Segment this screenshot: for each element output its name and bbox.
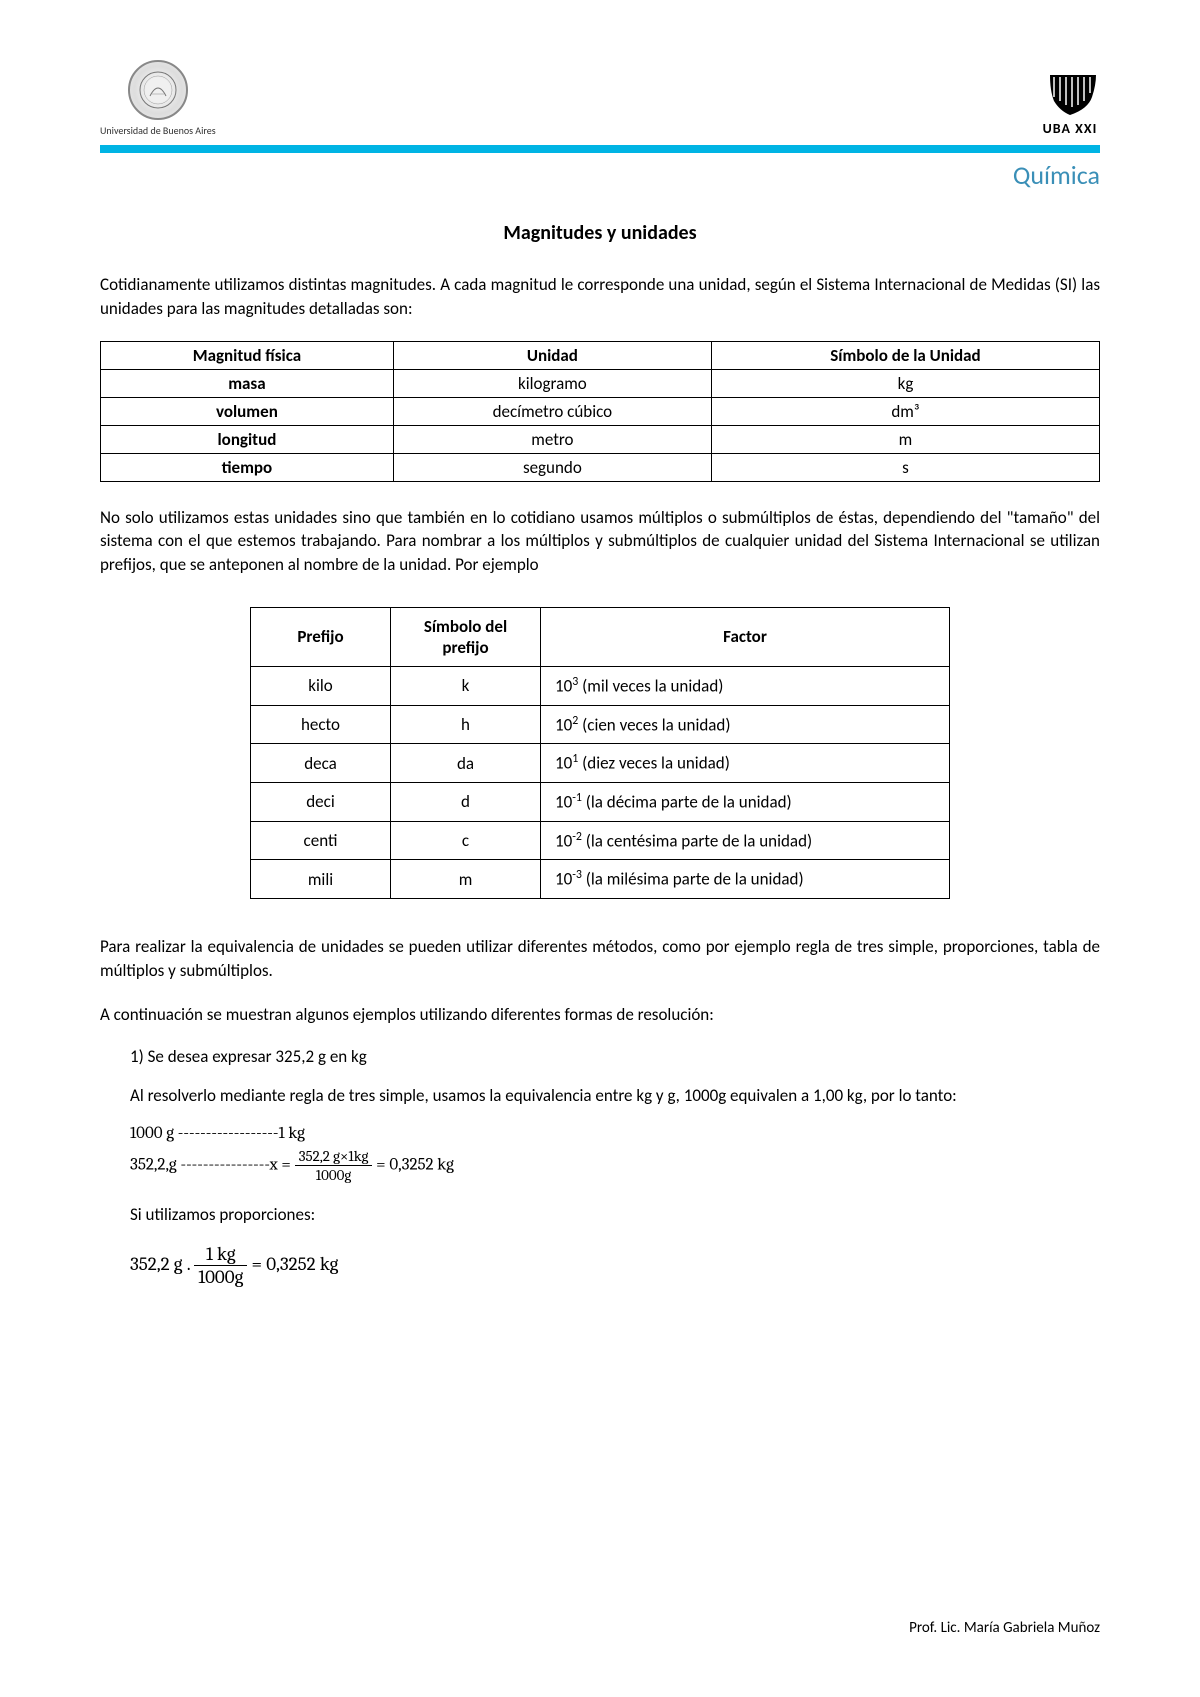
example-1-text: Al resolverlo mediante regla de tres sim… [130,1085,1100,1106]
symbol-cell: da [391,744,541,783]
table-cell: kg [711,369,1099,397]
table-row: longitudmetrom [101,425,1100,453]
table-cell: kilogramo [393,369,711,397]
factor-cell: 103 (mil veces la unidad) [541,666,950,705]
symbol-cell: k [391,666,541,705]
table-row: decada101 (diez veces la unidad) [251,744,950,783]
table-cell: metro [393,425,711,453]
methods-paragraph: Para realizar la equivalencia de unidade… [100,935,1100,983]
intro-paragraph: Cotidianamente utilizamos distintas magn… [100,273,1100,321]
equation-proportion: 352,2 g . 1 kg1000g = 0,3252 kg [130,1243,1100,1288]
prefix-cell: centi [251,821,391,860]
uba-logo: Universidad de Buenos Aires [100,60,216,137]
table1-header: Símbolo de la Unidad [711,341,1099,369]
uba-xxi-label: UBA XXI [1043,120,1098,137]
prefix-cell: deca [251,744,391,783]
magnitudes-table: Magnitud física Unidad Símbolo de la Uni… [100,341,1100,482]
table2-header: Factor [541,607,950,666]
table-row: decid10-1 (la décima parte de la unidad) [251,782,950,821]
table-cell: dm³ [711,397,1099,425]
table-row: centic10-2 (la centésima parte de la uni… [251,821,950,860]
header-bar [100,145,1100,153]
example-1-title: 1) Se desea expresar 325,2 g en kg [130,1046,1100,1067]
uba-xxi-icon [1040,73,1100,118]
uba-label: Universidad de Buenos Aires [100,124,216,137]
table-cell: decímetro cúbico [393,397,711,425]
table-cell: m [711,425,1099,453]
symbol-cell: c [391,821,541,860]
prefixes-table: Prefijo Símbolo del prefijo Factor kilok… [250,607,950,899]
uba-seal-icon [128,60,188,120]
symbol-cell: h [391,705,541,744]
footer-author: Prof. Lic. María Gabriela Muñoz [909,1619,1100,1637]
factor-cell: 10-3 (la milésima parte de la unidad) [541,860,950,899]
subject-title: Química [100,159,1100,191]
table-row: kilok103 (mil veces la unidad) [251,666,950,705]
proportions-label: Si utilizamos proporciones: [130,1204,1100,1225]
eq-result: = 0,3252 kg [372,1156,453,1175]
prefix-cell: hecto [251,705,391,744]
uba-xxi-logo: UBA XXI [1040,73,1100,137]
table2-header: Prefijo [251,607,391,666]
table-cell: masa [101,369,394,397]
table-cell: s [711,453,1099,481]
fraction: 352,2 g×1kg1000g [295,1147,373,1184]
numerator: 1 kg [194,1243,247,1266]
table-cell: volumen [101,397,394,425]
factor-cell: 101 (diez veces la unidad) [541,744,950,783]
factor-cell: 10-2 (la centésima parte de la unidad) [541,821,950,860]
symbol-cell: d [391,782,541,821]
table-cell: longitud [101,425,394,453]
table-row: hectoh102 (cien veces la unidad) [251,705,950,744]
table-row: masakilogramokg [101,369,1100,397]
table-row: tiemposegundos [101,453,1100,481]
table2-header: Símbolo del prefijo [391,607,541,666]
denominator: 1000g [194,1266,247,1288]
factor-cell: 102 (cien veces la unidad) [541,705,950,744]
table-cell: segundo [393,453,711,481]
numerator: 352,2 g×1kg [295,1147,373,1166]
eq-prefix: 352,2,g ----------------x = [130,1156,295,1175]
table-row: milim10-3 (la milésima parte de la unida… [251,860,950,899]
examples-intro: A continuación se muestran algunos ejemp… [100,1003,1100,1027]
prefix-cell: kilo [251,666,391,705]
eq-prefix: 352,2 g . [130,1253,194,1275]
eq-result: = 0,3252 kg [247,1253,338,1275]
header: Universidad de Buenos Aires UBA XXI [100,60,1100,137]
equation-line-1: 1000 g ------------------1 kg [130,1124,1100,1143]
prefix-cell: deci [251,782,391,821]
prefix-cell: mili [251,860,391,899]
multiples-paragraph: No solo utilizamos estas unidades sino q… [100,506,1100,577]
table1-header: Unidad [393,341,711,369]
table-row: volumendecímetro cúbicodm³ [101,397,1100,425]
page-title: Magnitudes y unidades [100,221,1100,245]
table1-header: Magnitud física [101,341,394,369]
denominator: 1000g [295,1166,373,1184]
symbol-cell: m [391,860,541,899]
fraction: 1 kg1000g [194,1243,247,1288]
factor-cell: 10-1 (la décima parte de la unidad) [541,782,950,821]
equation-line-2: 352,2,g ----------------x = 352,2 g×1kg1… [130,1147,1100,1184]
table-cell: tiempo [101,453,394,481]
